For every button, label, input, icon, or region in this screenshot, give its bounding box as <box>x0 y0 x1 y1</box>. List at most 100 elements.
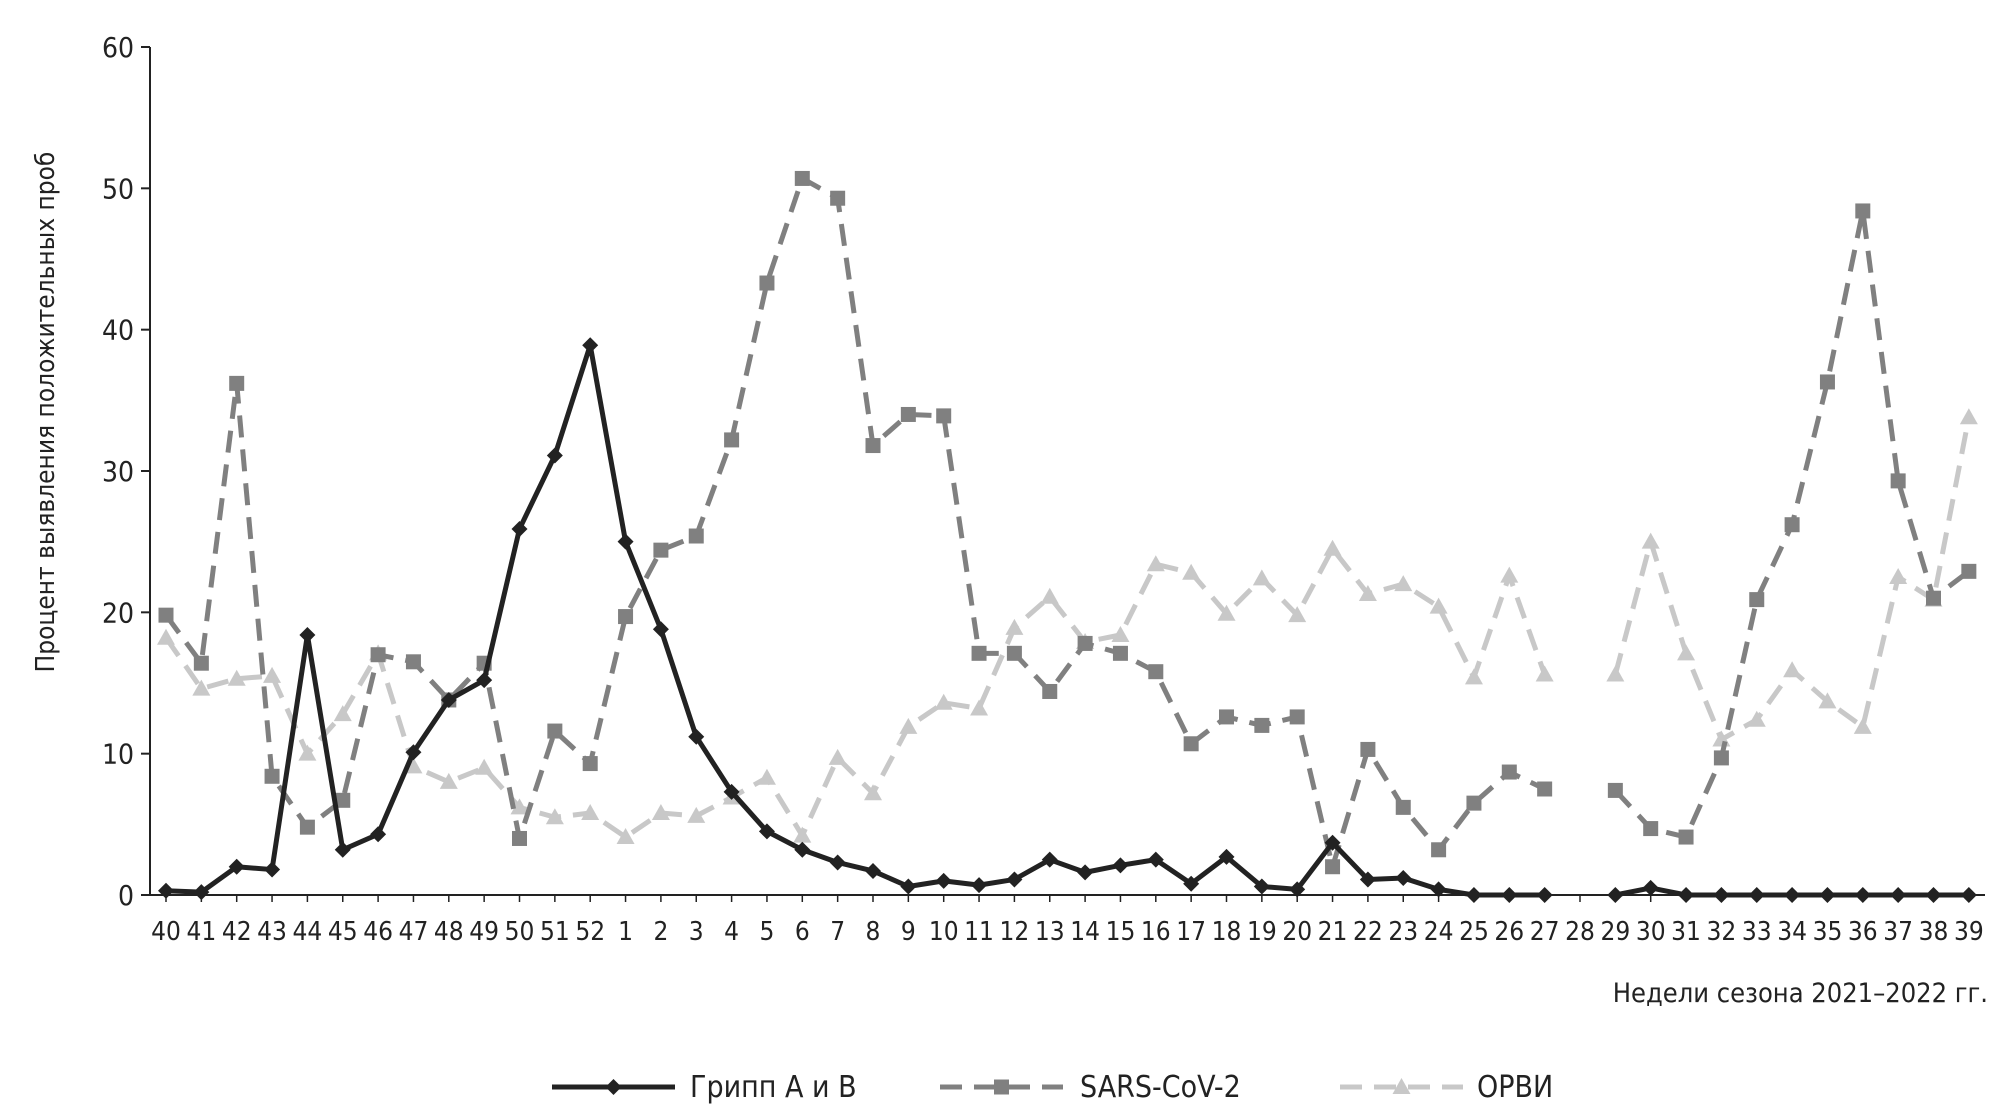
x-tick-label: 40 <box>151 917 181 947</box>
data-point <box>229 375 245 391</box>
data-point <box>900 406 916 422</box>
data-point <box>582 756 598 772</box>
data-point <box>1360 741 1376 757</box>
x-tick-label: 41 <box>186 917 216 947</box>
data-point <box>370 647 386 663</box>
data-point <box>1289 709 1305 725</box>
data-point <box>1323 539 1342 556</box>
data-point <box>1183 875 1200 892</box>
data-point <box>1006 871 1023 888</box>
x-tick-label: 27 <box>1530 917 1560 947</box>
data-point <box>192 679 211 696</box>
data-point <box>1643 821 1659 837</box>
x-tick-label: 11 <box>964 917 994 947</box>
x-tick-label: 43 <box>257 917 287 947</box>
data-point <box>1713 887 1730 903</box>
x-tick-label: 18 <box>1212 917 1242 947</box>
data-point <box>1784 517 1800 533</box>
y-tick-label: 20 <box>102 596 134 629</box>
data-point <box>228 858 245 875</box>
x-tick-label: 17 <box>1176 917 1206 947</box>
data-point <box>688 728 705 745</box>
series-1 <box>158 170 1977 875</box>
data-point <box>1641 532 1660 549</box>
x-tick-label: 16 <box>1141 917 1171 947</box>
data-point <box>1182 563 1201 580</box>
data-point <box>864 784 882 801</box>
data-point <box>227 669 246 686</box>
series-line <box>1612 416 1972 743</box>
data-point <box>757 768 776 785</box>
data-point <box>1325 859 1341 875</box>
data-point <box>299 819 315 835</box>
data-point <box>333 705 352 722</box>
data-point <box>1889 568 1908 584</box>
data-point <box>1395 870 1412 887</box>
x-tick-label: 7 <box>830 917 845 947</box>
x-tick-label: 21 <box>1318 917 1348 947</box>
x-tick-label: 47 <box>399 917 429 947</box>
data-point <box>1890 473 1906 489</box>
x-tick-label: 36 <box>1848 917 1878 947</box>
data-point <box>1146 555 1165 572</box>
series-2 <box>157 408 1978 845</box>
x-tick-label: 14 <box>1070 917 1100 947</box>
data-point <box>688 528 704 544</box>
series-0 <box>158 337 1977 903</box>
legend-item-1: SARS-CoV-2 <box>940 1070 1241 1105</box>
data-point <box>935 872 952 889</box>
x-tick-label: 35 <box>1813 917 1843 947</box>
data-point <box>475 758 494 775</box>
x-tick-label: 3 <box>689 917 704 947</box>
data-point <box>299 626 316 643</box>
data-point <box>828 748 847 765</box>
data-point <box>1358 584 1377 601</box>
y-tick-label: 30 <box>102 455 134 488</box>
data-point <box>1535 665 1554 682</box>
data-point <box>1465 887 1482 903</box>
data-point <box>511 520 528 537</box>
x-tick-label: 50 <box>505 917 535 947</box>
y-tick-label: 50 <box>102 172 134 205</box>
data-point <box>404 757 423 774</box>
data-point <box>476 672 493 689</box>
x-tick-label: 25 <box>1459 917 1489 947</box>
x-axis-label: Недели сезона 2021–2022 гг. <box>1613 978 1988 1009</box>
data-point <box>936 408 952 424</box>
data-point <box>971 645 987 661</box>
data-point <box>547 723 563 739</box>
data-point <box>158 607 174 623</box>
data-point <box>618 609 634 625</box>
y-axis-label: Процент выявления положительных проб <box>31 152 61 673</box>
data-point <box>335 792 351 808</box>
legend-item-0: Грипп А и В <box>552 1070 857 1105</box>
legend: Грипп А и В SARS-CoV-2 ОРВИ <box>552 1070 1553 1105</box>
legend-swatch-marker <box>994 1079 1009 1095</box>
legend-label: ОРВИ <box>1477 1070 1553 1105</box>
data-point <box>158 882 174 899</box>
data-point <box>1678 887 1695 903</box>
data-point <box>865 438 881 454</box>
x-tick-label: 44 <box>293 917 323 947</box>
data-point <box>1819 887 1836 903</box>
data-point <box>440 691 457 708</box>
data-point <box>405 744 422 761</box>
legend-label: SARS-CoV-2 <box>1080 1070 1241 1105</box>
x-tick-label: 1 <box>618 917 633 947</box>
data-point <box>653 542 669 558</box>
x-tick-label: 52 <box>575 917 605 947</box>
series-line <box>165 342 1545 898</box>
data-point <box>582 337 599 354</box>
series-line <box>163 175 1546 870</box>
x-axis: 40 41 42 43 44 45 46 47 48 49 50 51 52 1 2 3 4 5 6 7 8 9 10 11 1… <box>150 894 1985 947</box>
data-point <box>1431 842 1447 858</box>
data-point <box>264 768 280 784</box>
data-point <box>1253 878 1270 895</box>
data-point <box>581 804 600 821</box>
data-point <box>687 806 706 823</box>
data-point <box>1501 764 1517 780</box>
data-point <box>1890 887 1907 903</box>
x-tick-label: 42 <box>222 917 252 947</box>
data-point <box>1853 717 1872 734</box>
y-tick-label: 0 <box>118 879 134 912</box>
